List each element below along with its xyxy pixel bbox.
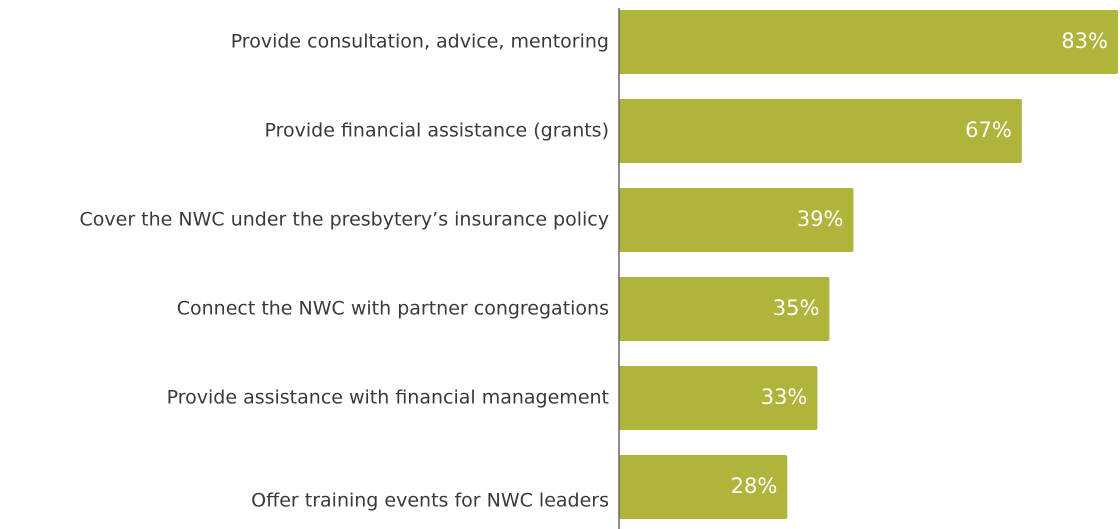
value-label: 33% <box>761 385 808 409</box>
bar <box>619 366 818 430</box>
category-label: Cover the NWC under the presbytery’s ins… <box>80 209 610 231</box>
value-label: 35% <box>773 296 820 320</box>
bar <box>619 188 854 252</box>
bar <box>619 277 830 341</box>
category-label: Connect the NWC with partner congregatio… <box>177 298 609 320</box>
category-label: Provide financial assistance (grants) <box>265 120 610 142</box>
value-label: 28% <box>731 474 778 498</box>
value-label: 67% <box>965 118 1012 142</box>
category-label: Offer training events for NWC leaders <box>251 490 609 512</box>
category-label: Provide consultation, advice, mentoring <box>231 31 609 53</box>
bar <box>619 99 1022 163</box>
category-label: Provide assistance with financial manage… <box>167 387 609 409</box>
value-label: 83% <box>1061 29 1108 53</box>
value-label: 39% <box>797 207 844 231</box>
bar <box>619 10 1118 74</box>
bar <box>619 455 788 519</box>
